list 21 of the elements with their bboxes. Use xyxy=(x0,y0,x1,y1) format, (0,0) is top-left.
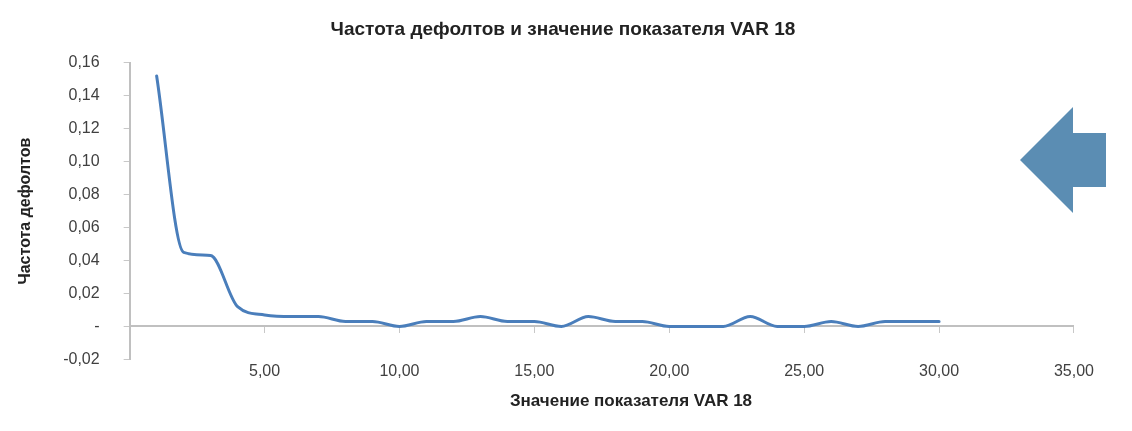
x-tick-label: 25,00 xyxy=(784,362,825,380)
y-tick-label: 0,04 xyxy=(68,250,100,268)
x-tick-label: 20,00 xyxy=(649,362,690,380)
y-tick-label: 0,10 xyxy=(68,152,100,170)
x-tick-label: 5,00 xyxy=(249,362,281,380)
y-tick-label: 0,08 xyxy=(68,185,100,203)
y-axis-title: Частота дефолтов xyxy=(16,137,34,285)
y-tick-label: 0,02 xyxy=(68,283,100,301)
x-tick-label: 15,00 xyxy=(514,362,555,380)
chart-title: Частота дефолтов и значение показателя VAR 18 xyxy=(330,17,796,39)
x-axis-title: Значение показателя VAR 18 xyxy=(508,391,754,411)
y-tick-label: - xyxy=(94,316,100,334)
line-series xyxy=(155,74,941,328)
x-tick-label: 30,00 xyxy=(919,362,960,380)
y-tick-label: 0,12 xyxy=(68,119,100,137)
y-tick-label: 0,16 xyxy=(68,53,100,71)
y-tick-label: 0,06 xyxy=(68,217,100,235)
x-tick-label: 35,00 xyxy=(1053,362,1095,380)
x-tick-label: 10,00 xyxy=(379,362,420,380)
y-tick-label: 0,14 xyxy=(68,86,100,104)
y-tick-label: -0,02 xyxy=(63,349,100,367)
